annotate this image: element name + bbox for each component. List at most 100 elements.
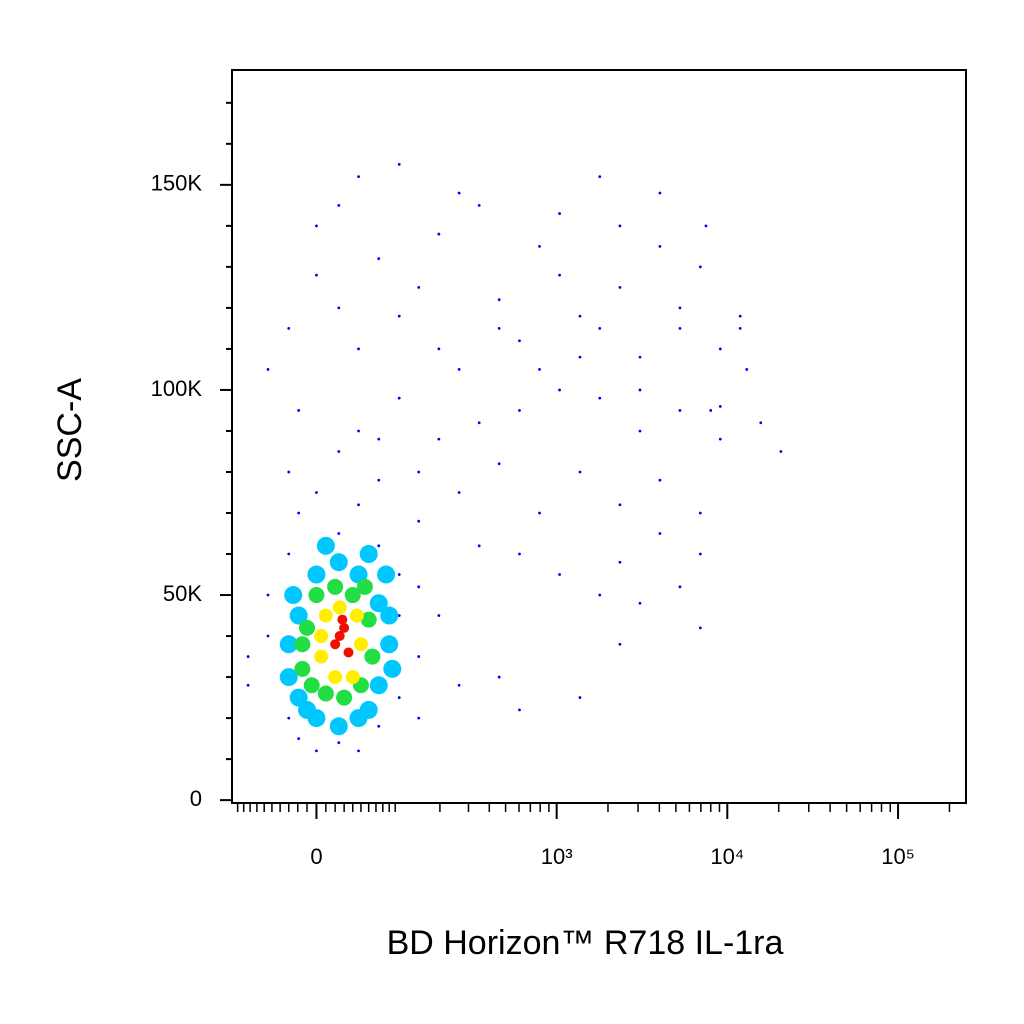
data-point [578,696,582,699]
data-point [349,608,364,623]
data-point [377,437,381,441]
data-point [518,409,521,412]
data-point [339,622,350,633]
data-point [369,676,388,695]
data-point [359,700,378,719]
data-point [377,565,396,584]
data-point [357,749,360,753]
data-point [397,696,401,699]
data-point [307,565,326,584]
data-point [457,491,461,494]
data-point [369,594,388,613]
data-point [377,724,381,728]
data-point [598,593,602,597]
data-point [357,347,360,351]
data-point [437,437,441,441]
data-point [417,716,421,720]
data-point [360,611,377,628]
data-point [698,265,702,269]
data-point [417,470,421,474]
data-point [578,314,582,318]
data-point [357,503,360,507]
data-point [377,544,381,548]
data-point [698,626,702,630]
data-point [349,565,368,584]
data-point [638,601,642,605]
data-point [316,536,335,555]
data-point [246,655,250,658]
data-point [538,368,541,371]
data-point [266,634,270,638]
data-point [477,421,481,425]
data-point [578,355,582,359]
data-point [297,511,301,515]
x-tick-label: 0 [310,844,322,869]
data-point [377,478,381,482]
data-point [314,649,329,664]
data-point [344,587,361,604]
data-point [497,462,501,466]
data-point [343,647,354,658]
data-point [266,593,270,597]
data-point [558,388,561,392]
data-point [345,670,360,685]
data-point [315,224,318,228]
x-tick-label: 10⁵ [881,844,915,869]
data-point [477,544,481,548]
data-point [380,606,399,625]
data-point [380,635,399,654]
data-point [457,191,461,195]
x-tick-label: 10⁴ [710,844,744,869]
data-point [618,503,622,507]
data-point [709,409,713,412]
data-point [457,368,461,371]
data-point [303,677,320,694]
data-point [294,660,311,677]
data-point [718,347,722,351]
data-point [298,700,317,719]
data-point [638,429,642,433]
data-point [337,532,341,535]
data-point [738,314,742,318]
y-tick-label: 50K [163,581,202,606]
data-point [437,232,441,236]
data-point [518,552,521,556]
data-point [329,717,348,736]
data-point [356,578,373,595]
data-point [329,553,348,572]
data-point [287,470,291,474]
data-point [704,224,708,228]
y-axis-label: SSC-A [51,378,89,482]
data-point [638,388,642,392]
data-point [578,470,582,474]
data-point [284,586,303,605]
data-point [538,511,541,515]
data-point [618,224,622,228]
data-point [287,552,291,556]
data-point [518,339,521,343]
data-point [598,175,602,179]
data-point [618,560,622,564]
data-point [314,629,329,644]
data-point [518,708,521,712]
data-point [678,409,682,412]
data-point [598,327,602,330]
y-tick-label: 150K [151,171,203,196]
data-point [497,675,501,679]
data-point [383,659,402,678]
data-point [417,519,421,523]
data-point [315,749,318,753]
data-point [308,587,325,604]
data-point [337,450,341,453]
data-point [397,573,401,576]
data-point [397,396,401,400]
x-tick-label: 10³ [541,844,573,869]
x-axis-label: BD Horizon™ R718 IL-1ra [387,924,784,962]
data-point [297,409,301,412]
data-point [246,683,250,687]
data-point [678,327,682,330]
data-point [397,614,401,617]
data-point [315,491,318,494]
plot-points [246,162,783,753]
